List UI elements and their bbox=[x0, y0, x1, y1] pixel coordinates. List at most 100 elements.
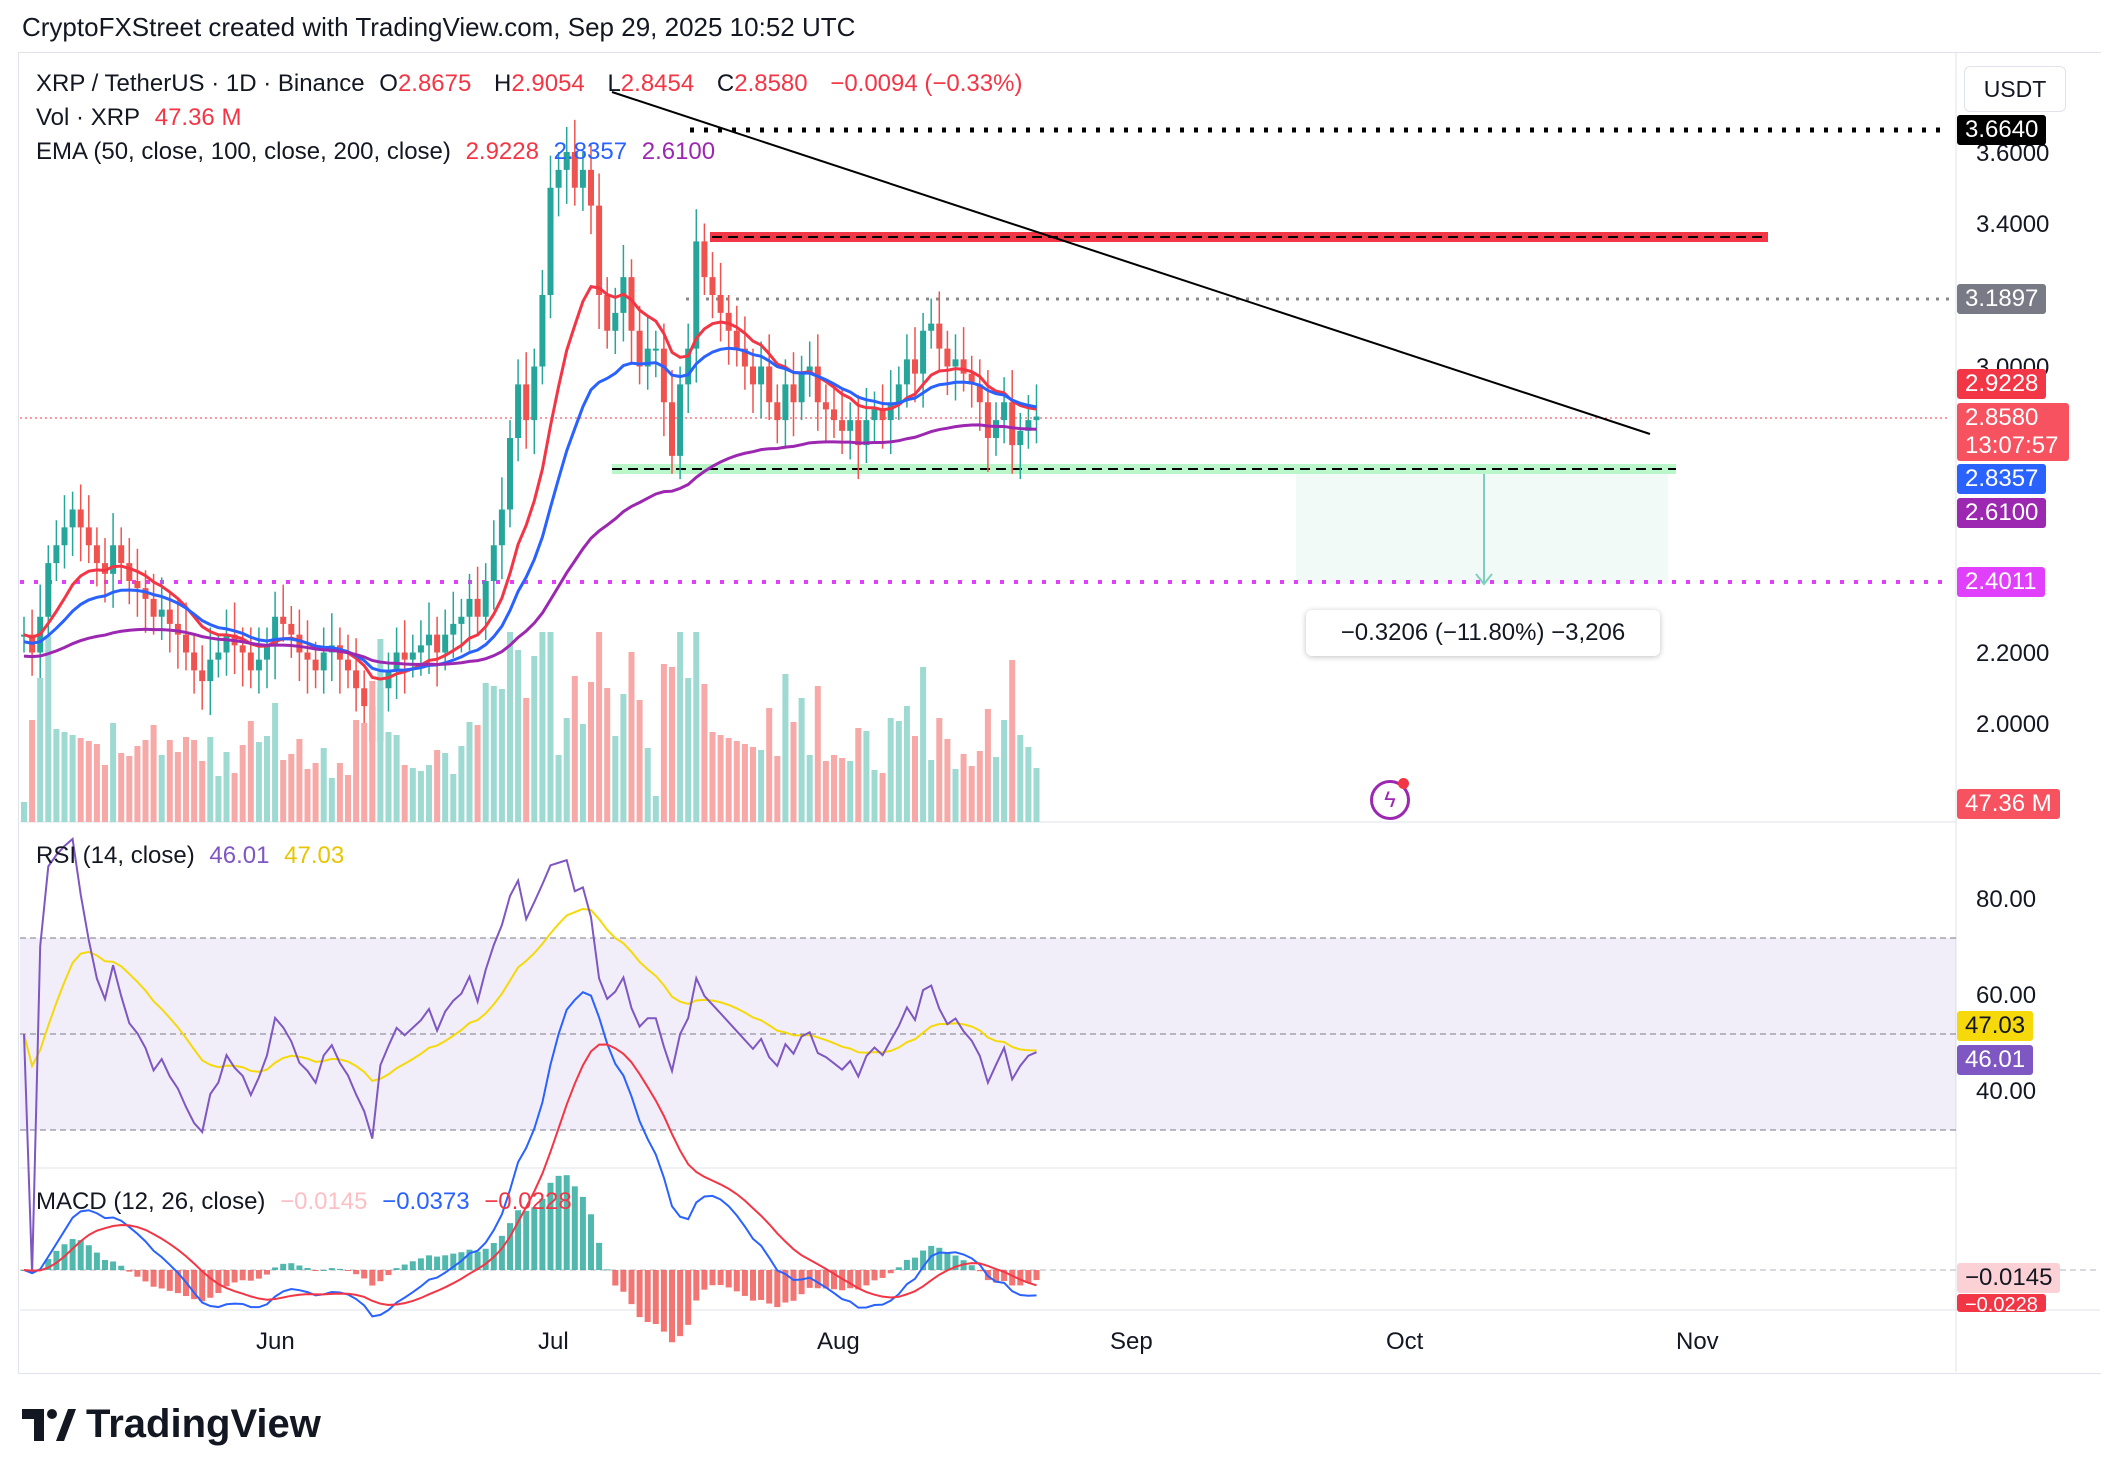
volume-bar bbox=[944, 739, 951, 822]
rsi-tick: 60.00 bbox=[1976, 982, 2037, 1009]
candle bbox=[920, 330, 927, 374]
macd-histogram-bar bbox=[660, 1270, 667, 1332]
macd-histogram-bar bbox=[134, 1270, 141, 1277]
macd-histogram-bar bbox=[912, 1257, 918, 1270]
candle bbox=[660, 348, 667, 403]
macd-histogram-bar bbox=[126, 1270, 133, 1272]
candle bbox=[968, 373, 975, 385]
candle bbox=[77, 509, 84, 528]
macd-histogram-bar bbox=[709, 1270, 716, 1286]
candle bbox=[142, 588, 149, 599]
volume-bar bbox=[831, 755, 837, 822]
volume-bar bbox=[766, 708, 773, 822]
chart-header: CryptoFXStreet created with TradingView.… bbox=[22, 12, 856, 42]
volume-label[interactable]: Vol · XRP bbox=[36, 104, 141, 131]
volume-bar bbox=[968, 766, 975, 822]
volume-bar bbox=[871, 770, 878, 822]
candle bbox=[304, 652, 311, 660]
macd-histogram-bar bbox=[952, 1255, 959, 1270]
volume-bar bbox=[620, 694, 627, 822]
candle bbox=[191, 652, 198, 671]
volume-bar bbox=[798, 698, 805, 822]
macd-hist-tag: −0.0145 bbox=[1957, 1263, 2061, 1293]
volume-bar bbox=[490, 686, 497, 822]
price-tag-ema200: 2.6100 bbox=[1957, 498, 2047, 528]
candle bbox=[855, 420, 862, 446]
candle bbox=[110, 545, 117, 574]
volume-bar bbox=[93, 744, 100, 822]
volume-bar bbox=[612, 736, 619, 822]
candle bbox=[345, 659, 351, 671]
measure-label[interactable]: −0.3206 (−11.80%) −3,206 bbox=[1306, 610, 1660, 656]
volume-bar bbox=[685, 678, 692, 822]
volume-bar bbox=[669, 667, 675, 822]
currency-button[interactable]: USDT bbox=[1964, 66, 2066, 112]
volume-bar bbox=[563, 718, 570, 822]
macd-histogram-bar bbox=[628, 1270, 635, 1305]
candle bbox=[822, 402, 829, 410]
macd-histogram-bar bbox=[474, 1251, 481, 1270]
macd-histogram-bar bbox=[85, 1245, 92, 1270]
macd-histogram-bar bbox=[741, 1270, 748, 1296]
price-tag-high: 3.6640 bbox=[1957, 115, 2047, 145]
volume-bar bbox=[515, 650, 522, 822]
volume-bar bbox=[207, 737, 214, 822]
symbol-label[interactable]: XRP / TetherUS · 1D · Binance bbox=[36, 70, 365, 97]
macd-histogram-bar bbox=[814, 1270, 821, 1289]
candle bbox=[199, 670, 206, 682]
candle bbox=[798, 373, 805, 403]
candle bbox=[847, 420, 854, 431]
volume-bar bbox=[312, 763, 319, 822]
macd-histogram-bar bbox=[353, 1270, 360, 1275]
candle bbox=[701, 241, 708, 278]
macd-histogram-bar bbox=[215, 1270, 222, 1294]
volume-bar bbox=[855, 728, 862, 822]
candle bbox=[539, 295, 546, 367]
volume-bar bbox=[304, 769, 311, 822]
ema100-line bbox=[23, 346, 1037, 673]
candle bbox=[790, 384, 797, 403]
volume-bar bbox=[498, 689, 505, 822]
volume-bar bbox=[660, 664, 667, 822]
macd-histogram-bar bbox=[515, 1210, 522, 1270]
volume-bar bbox=[458, 746, 465, 822]
volume-bar bbox=[255, 742, 262, 822]
macd-histogram-bar bbox=[280, 1263, 287, 1270]
candle bbox=[1001, 402, 1008, 421]
macd-label[interactable]: MACD (12, 26, close) bbox=[36, 1188, 266, 1215]
candle bbox=[952, 359, 959, 367]
macd-histogram-bar bbox=[93, 1252, 100, 1270]
candle bbox=[895, 384, 902, 403]
macd-histogram-bar bbox=[798, 1270, 805, 1295]
volume-bar bbox=[912, 736, 918, 822]
macd-histogram-bar bbox=[555, 1175, 562, 1270]
volume-bar bbox=[223, 752, 230, 822]
price-tick: 2.2000 bbox=[1976, 640, 2050, 667]
macd-histogram-bar bbox=[725, 1270, 732, 1288]
volume-bar bbox=[417, 771, 424, 822]
close-value: 2.8580 bbox=[734, 70, 808, 97]
candle bbox=[255, 659, 262, 671]
candle bbox=[693, 241, 700, 349]
ema50-value: 2.9228 bbox=[465, 138, 539, 165]
volume-bar bbox=[272, 703, 279, 822]
volume-bar bbox=[887, 718, 894, 822]
candle bbox=[247, 652, 254, 671]
volume-bar bbox=[847, 761, 854, 822]
volume-bar bbox=[118, 753, 125, 822]
price-tag-last: 2.8580 bbox=[1957, 403, 2069, 433]
candle bbox=[393, 652, 400, 671]
candle bbox=[320, 652, 327, 671]
macd-value: −0.0373 bbox=[382, 1188, 470, 1215]
volume-bar bbox=[126, 756, 133, 822]
ema-label[interactable]: EMA (50, close, 100, close, 200, close) bbox=[36, 138, 451, 165]
tradingview-logo[interactable]: TradingView bbox=[22, 1402, 321, 1447]
macd-histogram-bar bbox=[417, 1258, 424, 1270]
candle bbox=[903, 359, 910, 385]
candle bbox=[239, 645, 246, 653]
macd-histogram-bar bbox=[264, 1270, 270, 1275]
macd-histogram-bar bbox=[782, 1270, 789, 1303]
volume-bar bbox=[215, 776, 222, 822]
rsi-label[interactable]: RSI (14, close) bbox=[36, 842, 195, 869]
